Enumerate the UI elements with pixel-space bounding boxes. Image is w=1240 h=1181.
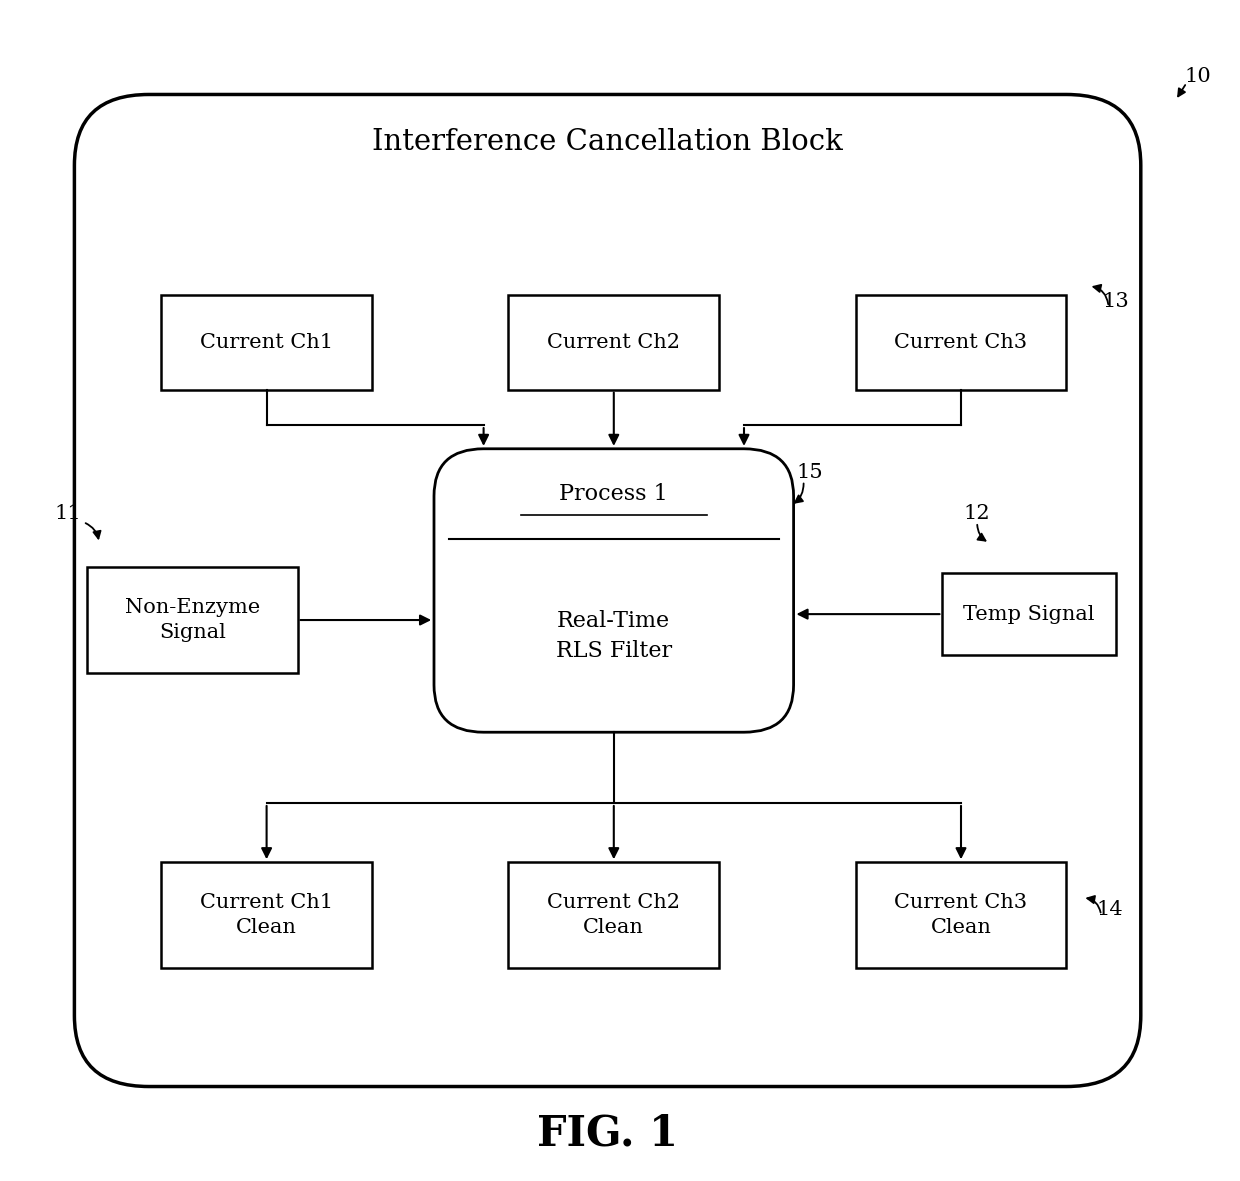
Text: Current Ch2
Clean: Current Ch2 Clean [547, 893, 681, 938]
Text: 14: 14 [1096, 900, 1123, 919]
Text: Process 1: Process 1 [559, 483, 668, 505]
Text: Current Ch3: Current Ch3 [894, 333, 1028, 352]
Bar [942, 573, 1116, 655]
Text: FIG. 1: FIG. 1 [537, 1113, 678, 1155]
Text: Non-Enzyme
Signal: Non-Enzyme Signal [124, 598, 260, 642]
Text: Current Ch2: Current Ch2 [547, 333, 681, 352]
Text: Temp Signal: Temp Signal [963, 605, 1095, 624]
Text: 10: 10 [1184, 67, 1211, 86]
Bar [508, 295, 719, 390]
Bar [856, 862, 1066, 968]
Text: Current Ch1
Clean: Current Ch1 Clean [200, 893, 334, 938]
Text: 13: 13 [1102, 292, 1130, 311]
Text: Interference Cancellation Block: Interference Cancellation Block [372, 128, 843, 156]
Text: 12: 12 [963, 504, 991, 523]
Text: Real-Time
RLS Filter: Real-Time RLS Filter [556, 609, 672, 663]
Text: Current Ch1: Current Ch1 [200, 333, 334, 352]
Text: Current Ch3
Clean: Current Ch3 Clean [894, 893, 1028, 938]
FancyBboxPatch shape [434, 449, 794, 732]
Text: 15: 15 [796, 463, 823, 482]
Bar [161, 295, 372, 390]
Text: 11: 11 [55, 504, 82, 523]
FancyBboxPatch shape [74, 94, 1141, 1087]
Bar [508, 862, 719, 968]
Bar [87, 567, 298, 673]
Bar [856, 295, 1066, 390]
Bar [161, 862, 372, 968]
